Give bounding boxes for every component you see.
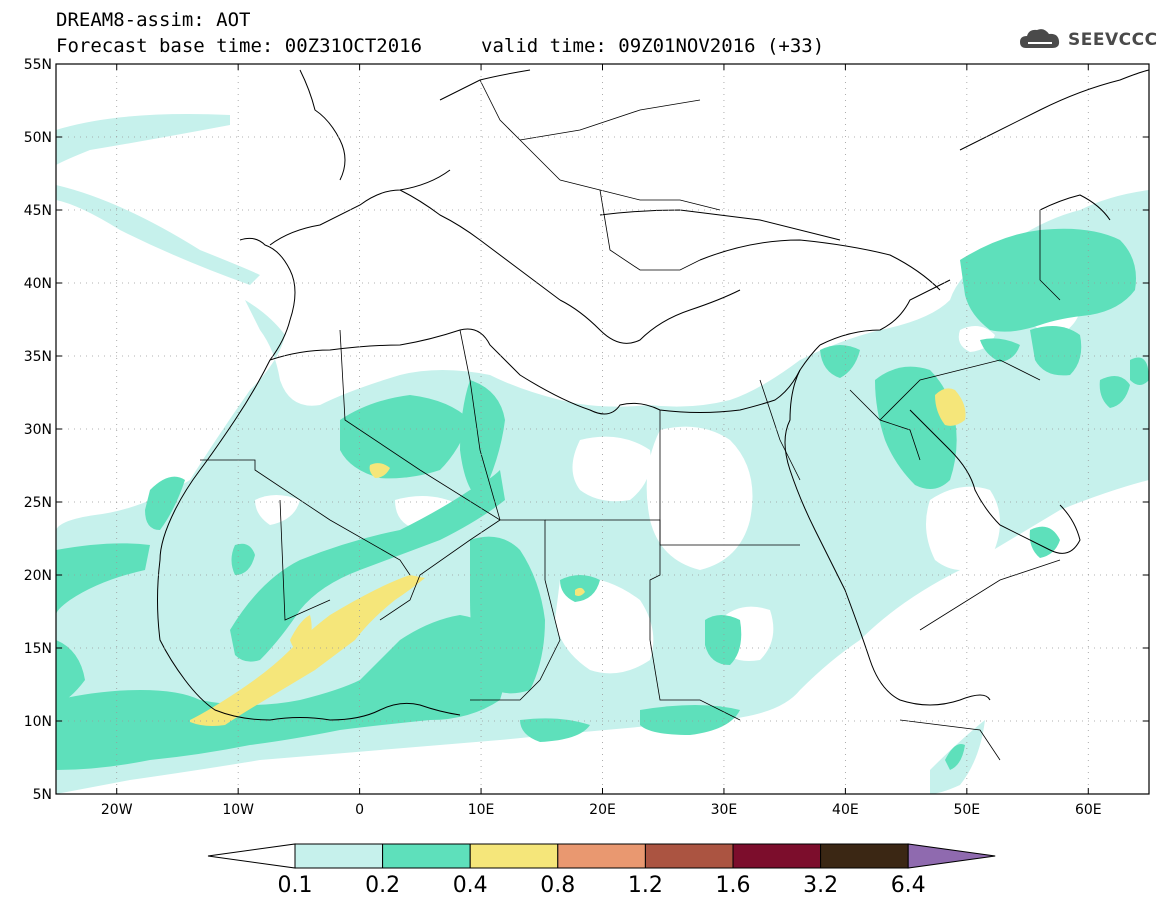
colorbar-box-1 xyxy=(294,843,384,869)
lat-label-15N: 15N xyxy=(24,641,52,657)
lon-label-10E: 10E xyxy=(468,802,495,818)
country-borders xyxy=(200,79,1061,761)
map-title: DREAM8-assim: AOT xyxy=(56,9,251,31)
graticule xyxy=(56,64,1149,794)
lon-label-10W: 10W xyxy=(222,802,254,818)
lat-label-30N: 30N xyxy=(24,422,52,438)
lat-label-5N: 5N xyxy=(33,787,52,803)
lat-label-40N: 40N xyxy=(24,276,52,292)
lat-label-45N: 45N xyxy=(24,203,52,219)
colorbar-label-0.1: 0.1 xyxy=(278,873,313,898)
colorbar-label-0.4: 0.4 xyxy=(453,873,488,898)
lat-label-25N: 25N xyxy=(24,495,52,511)
aot-field-0.2 xyxy=(56,228,1149,770)
seevccc-logo: SEEVCCC xyxy=(1068,30,1158,50)
lat-label-50N: 50N xyxy=(24,130,52,146)
colorbar-under-arrow xyxy=(207,843,296,869)
colorbar-label-1.6: 1.6 xyxy=(716,873,751,898)
lat-label-55N: 55N xyxy=(24,57,52,73)
latitude-labels: 55N 50N 45N 40N 35N 30N 25N 20N 15N 10N 5N xyxy=(24,57,52,803)
colorbar-label-6.4: 6.4 xyxy=(891,873,926,898)
valid-time: valid time: 09Z01NOV2016 (+33) xyxy=(481,35,825,57)
axis-ticks xyxy=(56,63,1149,795)
colorbar-box-2 xyxy=(382,843,471,869)
lat-label-20N: 20N xyxy=(24,568,52,584)
lon-label-20W: 20W xyxy=(101,802,133,818)
cloud-icon xyxy=(1020,29,1060,48)
lon-label-0: 0 xyxy=(355,802,364,818)
colorbar-label-0.2: 0.2 xyxy=(365,873,400,898)
colorbar-box-6 xyxy=(732,843,822,869)
colorbar-box-4 xyxy=(557,843,646,869)
lon-label-60E: 60E xyxy=(1075,802,1102,818)
colorbar-label-3.2: 3.2 xyxy=(803,873,838,898)
colorbar-over-arrow xyxy=(907,843,996,869)
coastlines xyxy=(56,64,1149,794)
lon-label-20E: 20E xyxy=(589,802,616,818)
lon-label-30E: 30E xyxy=(711,802,738,818)
colorbar-box-7 xyxy=(820,843,909,869)
lon-label-40E: 40E xyxy=(832,802,859,818)
colorbar-label-0.8: 0.8 xyxy=(540,873,575,898)
colorbar-box-3 xyxy=(469,843,559,869)
colorbar-label-1.2: 1.2 xyxy=(628,873,663,898)
lat-label-10N: 10N xyxy=(24,714,52,730)
lat-label-35N: 35N xyxy=(24,349,52,365)
longitude-labels: 20W 10W 0 10E 20E 30E 40E 50E 60E xyxy=(101,802,1102,818)
colorbar-box-5 xyxy=(644,843,734,869)
lon-label-50E: 50E xyxy=(953,802,980,818)
forecast-base-time: Forecast base time: 00Z31OCT2016 xyxy=(56,35,423,57)
aot-clear-areas xyxy=(255,288,1081,674)
aot-field-0.4 xyxy=(190,388,966,726)
